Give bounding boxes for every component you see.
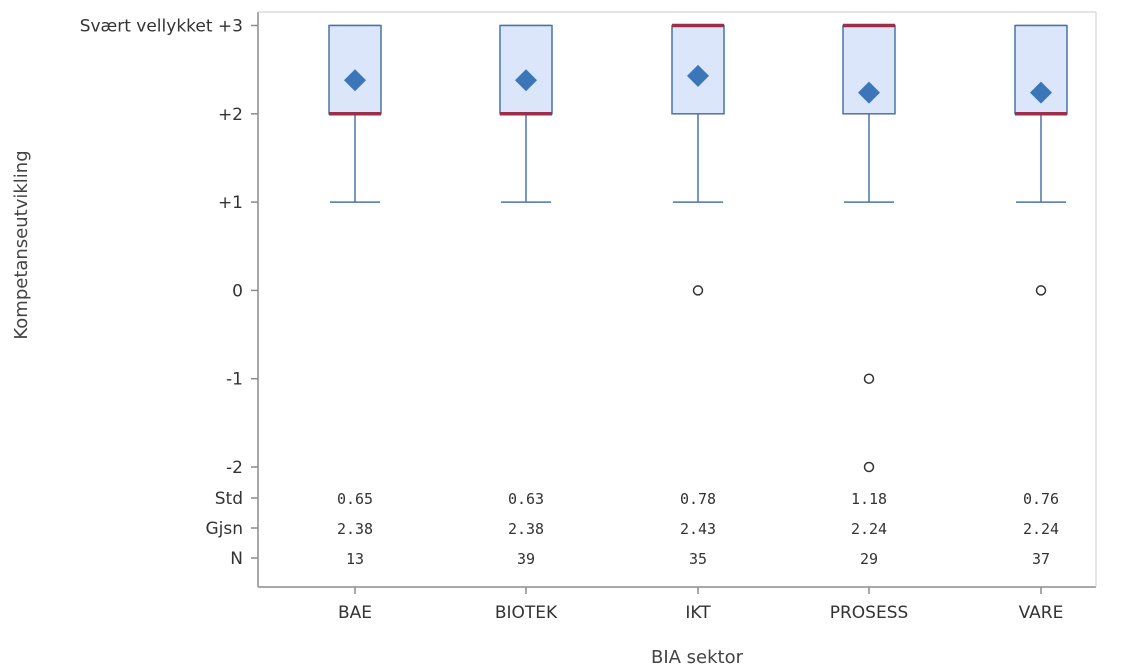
mean-marker [515,69,537,92]
stat-value: 13 [346,550,364,568]
outlier-point [1035,285,1047,296]
y-tick-label: +2 [218,105,243,125]
stat-row-label: Std [215,489,243,509]
stat-value: 2.24 [851,520,887,538]
x-axis-title: BIA sektor [651,647,744,668]
x-tick-label: BAE [338,603,372,623]
y-tick-label: Svært vellykket +3 [80,17,243,37]
stat-row-label: N [230,549,243,569]
mean-marker [1030,81,1052,104]
stats-table: Std 0.65 0.63 0.78 1.18 0.76 Gjsn 2.38 2.38 2.43 2… [205,489,1059,569]
y-tick-label: 0 [232,281,243,301]
y-tick-label: -1 [226,370,243,390]
mean-marker [687,64,709,87]
x-ticks: BAE BIOTEK IKT PROSESS VARE [338,587,1063,623]
y-ticks: Svært vellykket +3 +2 +1 0 -1 -2 [80,17,258,478]
stat-value: 39 [517,550,535,568]
x-tick-label: BIOTEK [495,603,558,623]
outlier-point [692,285,704,296]
y-axis-title: Kompetanseutvikling [11,150,32,339]
stat-value: 0.78 [680,490,716,508]
stat-value: 29 [860,550,878,568]
box-ikt [671,23,725,296]
y-tick-label: -2 [226,458,243,478]
box-prosess [842,23,896,473]
mean-marker [858,81,880,104]
axes [257,11,1097,588]
stat-value: 0.63 [508,490,544,508]
boxes [328,23,1068,473]
outlier-point [863,373,875,384]
x-tick-label: IKT [685,603,711,623]
box-biotek [499,24,553,203]
y-tick-label: +1 [218,193,243,213]
stat-value: 0.65 [337,490,373,508]
stat-value: 0.76 [1023,490,1059,508]
stat-row-label: Gjsn [205,519,243,539]
outlier-point [863,461,875,473]
stat-value: 37 [1032,550,1050,568]
stat-value: 2.38 [337,520,373,538]
stat-value: 2.24 [1023,520,1059,538]
stat-value: 2.38 [508,520,544,538]
stat-value: 35 [689,550,707,568]
stat-value: 2.43 [680,520,716,538]
x-tick-label: VARE [1019,603,1064,623]
box-vare [1014,24,1068,296]
mean-marker [344,69,366,92]
stat-value: 1.18 [851,490,887,508]
box-bae [328,24,382,203]
x-tick-label: PROSESS [830,603,909,623]
